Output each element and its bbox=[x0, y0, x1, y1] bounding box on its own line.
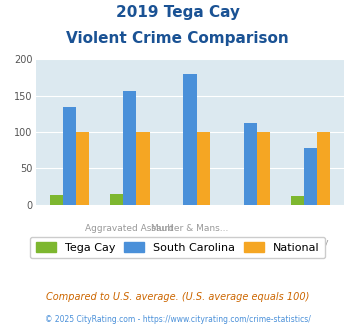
Bar bbox=[63, 107, 76, 205]
Bar bbox=[290, 196, 304, 205]
Bar bbox=[123, 91, 136, 205]
Bar bbox=[136, 132, 149, 205]
Bar bbox=[257, 132, 270, 205]
Text: Rape: Rape bbox=[239, 238, 262, 247]
Text: Compared to U.S. average. (U.S. average equals 100): Compared to U.S. average. (U.S. average … bbox=[46, 292, 309, 302]
Legend: Tega Cay, South Carolina, National: Tega Cay, South Carolina, National bbox=[30, 237, 325, 258]
Text: All Violent Crime: All Violent Crime bbox=[32, 238, 107, 247]
Bar bbox=[304, 148, 317, 205]
Bar bbox=[76, 132, 89, 205]
Text: Aggravated Assault: Aggravated Assault bbox=[86, 224, 174, 233]
Text: Robbery: Robbery bbox=[291, 238, 329, 247]
Bar bbox=[197, 132, 210, 205]
Text: Murder & Mans...: Murder & Mans... bbox=[151, 224, 229, 233]
Text: Violent Crime Comparison: Violent Crime Comparison bbox=[66, 31, 289, 46]
Bar bbox=[317, 132, 330, 205]
Text: © 2025 CityRating.com - https://www.cityrating.com/crime-statistics/: © 2025 CityRating.com - https://www.city… bbox=[45, 315, 310, 324]
Bar bbox=[244, 122, 257, 205]
Text: 2019 Tega Cay: 2019 Tega Cay bbox=[115, 5, 240, 20]
Bar bbox=[110, 194, 123, 205]
Bar bbox=[50, 195, 63, 205]
Bar bbox=[183, 74, 197, 205]
